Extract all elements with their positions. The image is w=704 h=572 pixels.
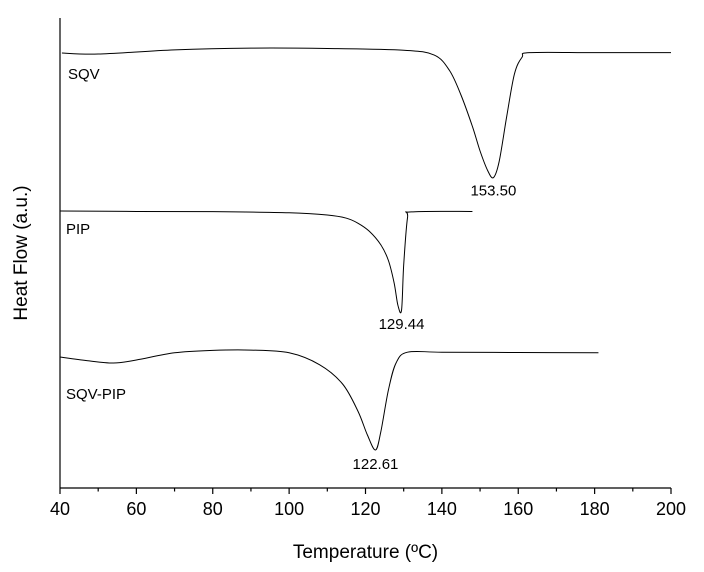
series-label-pip: PIP <box>66 221 90 238</box>
x-tick-label-160: 160 <box>503 499 533 519</box>
series-line-sqv <box>61 47 671 179</box>
peak-label-sqv: 153.50 <box>470 183 516 200</box>
x-axis-title: Temperature (ºC) <box>293 542 438 563</box>
x-tick-label-40: 40 <box>50 499 70 519</box>
series-line-sqv-pip <box>59 349 599 451</box>
peak-label-sqv-pip: 122.61 <box>353 456 399 473</box>
x-tick-label-200: 200 <box>656 499 686 519</box>
x-tick-label-80: 80 <box>203 499 223 519</box>
x-tick-label-60: 60 <box>126 499 146 519</box>
x-tick-label-100: 100 <box>274 499 304 519</box>
series-label-sqv-pip: SQV-PIP <box>66 386 126 403</box>
peak-label-pip: 129.44 <box>379 316 425 333</box>
axes: 40 60 80 100 120 140 160 180 200 <box>50 18 686 519</box>
y-axis-title: Heat Flow (a.u.) <box>11 185 32 320</box>
x-tick-label-180: 180 <box>580 499 610 519</box>
plot-area: SQV 153.50 PIP 129.44 SQV-PIP 122.61 <box>59 47 671 473</box>
x-tick-label-140: 140 <box>427 499 457 519</box>
series-label-sqv: SQV <box>68 66 100 83</box>
x-tick-label-120: 120 <box>350 499 380 519</box>
series-line-pip <box>59 210 473 314</box>
